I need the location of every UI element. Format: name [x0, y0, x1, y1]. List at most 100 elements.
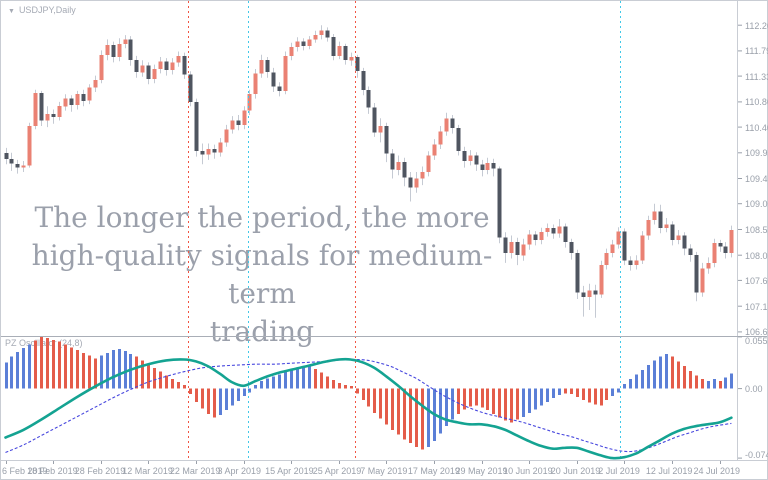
candlestick: [593, 290, 598, 295]
oscillator-bar: [707, 381, 710, 389]
oscillator-bar: [701, 379, 704, 389]
candlestick: [444, 118, 449, 132]
candlestick: [706, 262, 711, 269]
oscillator-bar: [695, 375, 698, 389]
oscillator-bar: [481, 388, 484, 408]
oscillator-bar: [582, 388, 585, 400]
candlestick: [224, 129, 229, 143]
oscillator-bar: [356, 388, 359, 394]
oscillator-bar: [421, 388, 424, 450]
oscillator-bar: [439, 388, 442, 434]
candlestick: [628, 260, 633, 266]
oscillator-bar: [504, 388, 507, 421]
oscillator-bar: [379, 388, 382, 419]
oscillator-bar: [362, 388, 365, 400]
oscillator-bar: [64, 344, 67, 389]
oscillator-bar: [320, 372, 323, 389]
oscillator-bar: [689, 370, 692, 389]
oscillator-bar: [588, 388, 591, 403]
candlestick: [610, 244, 615, 254]
oscillator-bar: [534, 388, 537, 410]
candlestick: [128, 39, 133, 61]
candlestick: [402, 162, 407, 178]
oscillator-bar: [552, 388, 555, 398]
oscillator-bar: [730, 373, 733, 389]
candlestick: [289, 47, 294, 56]
oscillator-bar: [671, 356, 674, 389]
oscillator-bar: [195, 388, 198, 402]
candlestick: [331, 37, 336, 56]
oscillator-bar: [219, 388, 222, 415]
candlestick: [718, 243, 723, 247]
oscillator-bar: [237, 388, 240, 401]
candlestick: [57, 106, 62, 118]
oscillator-bar: [665, 353, 668, 389]
oscillator-bar: [713, 379, 716, 389]
symbol-label[interactable]: ▼ USDJPY,Daily: [8, 5, 76, 15]
candlestick: [474, 155, 479, 165]
candlestick: [622, 231, 627, 261]
candlestick: [676, 235, 681, 240]
symbol-text: USDJPY,Daily: [18, 5, 76, 15]
candlestick: [688, 248, 693, 256]
candlestick: [253, 73, 258, 95]
candlestick: [616, 231, 621, 245]
candlestick: [420, 172, 425, 179]
oscillator-bar: [623, 383, 626, 389]
oscillator-bar: [492, 388, 495, 414]
oscillator-bar: [28, 344, 31, 389]
oscillator-bar: [207, 388, 210, 414]
oscillator-bar: [641, 369, 644, 389]
oscillator-bar: [629, 379, 632, 389]
candlestick: [325, 30, 330, 38]
oscillator-bar: [10, 356, 13, 389]
candlestick: [634, 260, 639, 266]
candlestick: [164, 61, 169, 71]
candlestick: [152, 69, 157, 79]
oscillator-bar: [278, 374, 281, 389]
candlestick: [99, 54, 104, 80]
oscillator-bar: [58, 341, 61, 389]
candlestick: [372, 107, 377, 133]
candlestick: [361, 71, 366, 90]
candlestick: [170, 62, 175, 71]
oscillator-bar: [52, 339, 55, 389]
panel-splitter[interactable]: [0, 334, 768, 339]
candlestick: [33, 93, 38, 126]
candlestick: [539, 232, 544, 240]
oscillator-bar: [397, 388, 400, 435]
candlestick: [640, 235, 645, 261]
oscillator-bar: [308, 366, 311, 389]
oscillator-bar: [159, 371, 162, 389]
oscillator-bar: [141, 360, 144, 389]
dropdown-arrow-icon: ▼: [8, 8, 15, 15]
oscillator-bar: [510, 388, 513, 423]
oscillator-bar: [70, 347, 73, 389]
candlestick: [604, 253, 609, 265]
oscillator-signal-line: [5, 358, 732, 454]
candlestick: [105, 44, 110, 55]
candlestick: [503, 237, 508, 253]
candlestick: [462, 151, 467, 162]
oscillator-bar: [528, 388, 531, 413]
candlestick: [658, 211, 663, 228]
candlestick: [533, 234, 538, 240]
oscillator-bar: [653, 360, 656, 389]
candlestick: [206, 149, 211, 155]
candlestick: [158, 61, 163, 69]
oscillator-bar: [225, 388, 228, 411]
oscillator-bar: [40, 336, 43, 389]
oscillator-bar: [647, 365, 650, 389]
oscillator-bar: [118, 349, 121, 389]
oscillator-label: PZ Oscillator (24,8): [5, 338, 83, 348]
oscillator-bar: [576, 388, 579, 398]
candlestick: [15, 163, 20, 168]
candlestick: [587, 290, 592, 297]
candlestick: [426, 155, 431, 172]
oscillator-bar: [135, 356, 138, 389]
candlestick: [485, 163, 490, 170]
oscillator-bar: [231, 388, 234, 406]
oscillator-bar: [469, 388, 472, 407]
candlestick: [307, 39, 312, 46]
